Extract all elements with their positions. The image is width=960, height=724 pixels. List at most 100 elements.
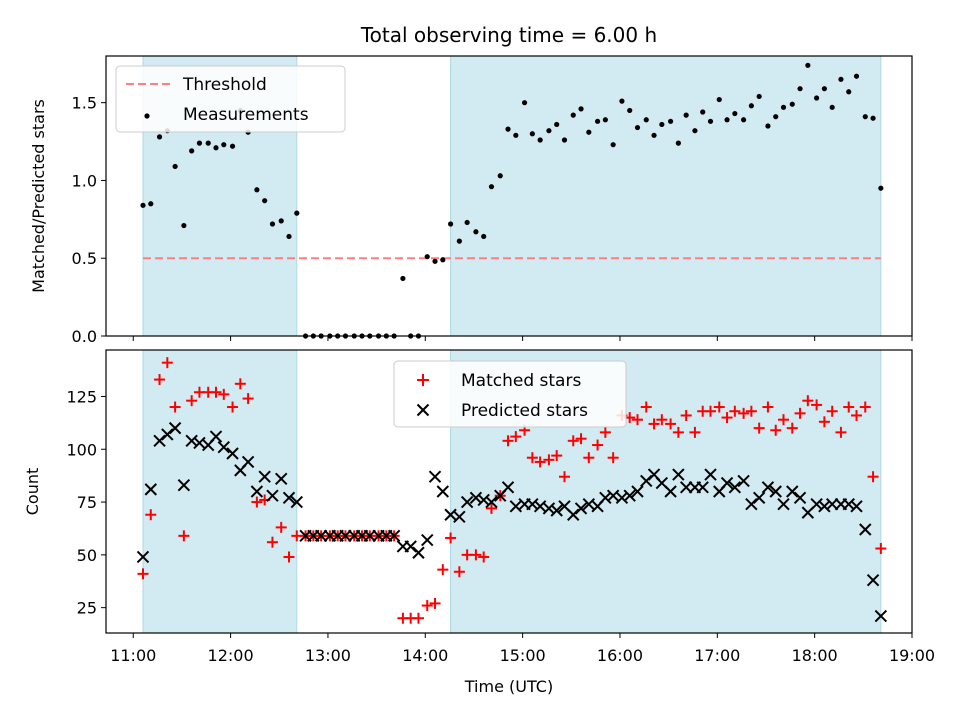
predicted-point-b [793,491,807,505]
predicted-point-b [655,476,669,490]
predicted-point [567,508,580,521]
predicted-point-b [266,489,279,502]
predicted-point [623,489,636,502]
matched-point [631,414,643,426]
matched-point [656,414,668,426]
matched-point [421,600,433,612]
predicted-point [842,497,855,511]
top-axes-frame [105,55,913,337]
predicted-point [290,495,303,509]
matched-point [875,543,887,555]
measurement-points [140,62,884,339]
predicted-point-b [737,474,750,488]
predicted-point [485,495,498,509]
predicted-point [250,485,264,498]
measurement-point [651,132,657,138]
predicted-point-b [752,491,766,505]
matched-point [478,551,490,563]
y-tick-label: 50 [77,546,97,565]
predicted-point [631,485,644,498]
predicted-point-b [241,455,255,469]
matched-point [437,564,449,576]
predicted-point [477,493,490,507]
predicted-point-b [825,497,839,511]
predicted-point-b [615,491,629,505]
measurement-point [181,222,187,229]
measurement-point [529,131,535,137]
matched-point [161,357,173,369]
measurement-point [148,201,154,207]
matched-point [786,422,798,434]
measurement-point [853,73,860,79]
matched-point [169,401,181,413]
predicted-point-b [501,481,515,494]
predicted-point-b [631,485,644,498]
predicted-point-b [859,523,872,536]
measurement-point [659,121,665,128]
measurement-point [488,184,495,190]
predicted-point-b [761,481,775,494]
predicted-point [818,500,831,513]
measurement-point [716,96,722,103]
measurement-point [229,143,236,149]
top-axes: 0.0 0.5 1.0 1.5 Matched/Predicted stars [29,55,913,346]
measurement-point [805,62,811,68]
predicted-point-b [866,573,880,587]
matched-point [551,450,563,462]
measurement-point [205,140,211,146]
predicted-point [574,502,588,515]
predicted-point-b [704,468,717,481]
predicted-point [696,481,709,494]
measurement-point [643,117,649,123]
predicted-point-b [567,508,580,521]
measurement-point [862,114,868,120]
legend-predicted-swatch [416,403,430,417]
predicted-point [777,497,790,511]
predicted-point-b [542,502,556,515]
predicted-point [314,529,328,543]
matched-point [599,426,611,438]
matched-point [470,549,482,561]
x-tick-label: 12:00 [208,646,254,665]
measurement-point [700,109,706,115]
matched-point [275,521,287,533]
predicted-point-b [874,609,888,623]
matched-point [412,612,424,624]
predicted-point [615,491,629,505]
matched-point [851,409,863,421]
matched-point [234,378,246,390]
predicted-point-b [623,489,636,502]
matched-point [485,502,497,514]
predicted-point-b [460,495,474,509]
measurement-point [546,128,552,134]
x-tick-label: 16:00 [597,646,643,665]
matched-point [218,388,230,400]
predicted-point-b [745,497,758,511]
y-tick-label: 1.5 [72,94,97,113]
predicted-point [209,430,223,443]
matched-point [567,435,579,447]
predicted-point [412,546,425,559]
measurement-point [578,106,584,112]
measurement-point [196,140,203,146]
bottom-axes: 25 50 75 100 125 11:00 12:00 13:00 14:00 15:00 16:… [23,349,935,696]
measurement-point [748,103,754,109]
predicted-point [874,609,888,623]
predicted-point-b [177,478,191,492]
matched-point [859,401,871,413]
matched-point [510,431,522,443]
matched-point [721,412,733,424]
matched-point [802,395,814,407]
matched-point [753,422,765,434]
predicted-point-b [161,428,174,441]
legend-threshold-label: Threshold [182,75,267,95]
predicted-point-b [144,483,157,496]
measurement-point [447,221,454,227]
predicted-point [550,504,563,517]
predicted-point [720,476,734,490]
matched-point [526,452,538,464]
predicted-point-b [810,497,823,511]
predicted-point-b [647,468,661,481]
predicted-point-b [574,502,588,515]
predicted-point [745,497,758,511]
